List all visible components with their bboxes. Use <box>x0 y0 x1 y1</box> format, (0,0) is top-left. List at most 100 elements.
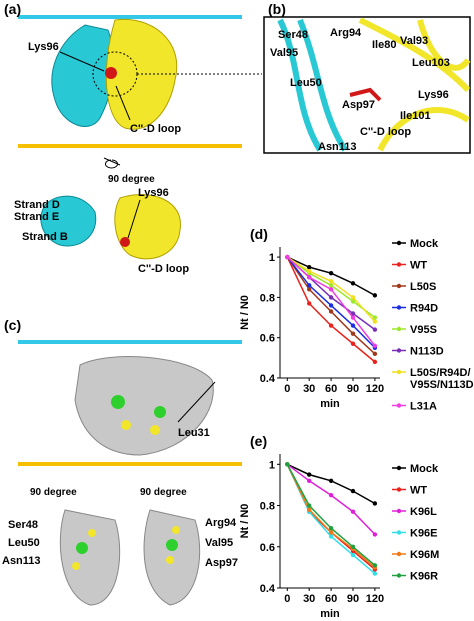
data-point <box>328 287 334 292</box>
rotation-label: 90 degree <box>30 487 77 498</box>
data-point <box>350 509 356 514</box>
y-tick-label: 0.6 <box>260 333 275 345</box>
panel-c: (c) Leu31 90 degree 90 degree Ser48 Leu5… <box>2 317 242 606</box>
legend-label: Mock <box>410 463 439 475</box>
x-tick-label: 30 <box>303 593 315 605</box>
residue-label: Ile80 <box>372 39 396 51</box>
data-point <box>306 275 312 280</box>
legend-marker <box>396 508 402 514</box>
surface-patch <box>121 420 131 430</box>
x-tick-label: 60 <box>325 593 337 605</box>
residue-label: Arg94 <box>330 27 362 39</box>
panel-label: (a) <box>4 1 21 17</box>
x-axis-label: min <box>320 398 340 410</box>
data-point <box>328 309 334 314</box>
legend-label: N113D <box>410 346 444 358</box>
legend-marker <box>396 283 402 289</box>
data-point <box>350 315 356 320</box>
series-line <box>286 463 376 535</box>
surface-patch <box>172 526 180 534</box>
legend-label: L31A <box>410 401 437 413</box>
data-point <box>350 281 356 286</box>
data-point <box>350 295 356 300</box>
data-point <box>372 319 378 324</box>
protein-yellow <box>114 194 181 260</box>
residue-label: Val93 <box>400 35 428 47</box>
panel-b: (b) Ser48 Arg94 Ile80 Val93 Val95 Leu103… <box>263 1 471 154</box>
legend-marker <box>396 551 402 557</box>
surface-patch <box>166 539 178 551</box>
legend-marker <box>396 348 402 353</box>
data-point <box>372 327 378 332</box>
legend-marker <box>396 530 402 535</box>
y-axis-label: Nt / N0 <box>239 504 251 539</box>
legend-marker <box>396 369 402 375</box>
data-point <box>306 283 312 288</box>
y-tick-label: 1 <box>269 459 275 471</box>
residue-label: Lys96 <box>28 41 59 53</box>
data-point <box>328 271 334 276</box>
residue-label: Lys96 <box>418 89 449 101</box>
x-tick-label: 0 <box>284 593 290 605</box>
data-point <box>285 254 290 260</box>
data-point <box>372 359 378 365</box>
data-point <box>350 331 356 336</box>
data-point <box>328 534 334 539</box>
residue-label: Asn113 <box>2 555 41 567</box>
loop-label: C''-D loop <box>130 123 181 135</box>
strand-label: Strand B <box>22 231 68 243</box>
x-tick-label: 90 <box>347 593 359 605</box>
data-point <box>306 301 312 306</box>
data-point <box>306 264 312 270</box>
x-tick-label: 120 <box>366 383 384 395</box>
data-point <box>350 552 356 558</box>
x-tick-label: 30 <box>303 383 315 395</box>
lys96-sphere <box>105 67 117 79</box>
residue-label: Leu50 <box>8 537 40 549</box>
residue-label: Val95 <box>205 537 233 549</box>
legend-label: K96E <box>410 528 438 540</box>
rotation-arrow <box>103 157 121 169</box>
series-line <box>286 463 376 505</box>
legend-label: V95S <box>410 324 437 336</box>
surface-patch <box>76 542 88 554</box>
surface-patch <box>166 556 174 564</box>
legend-marker <box>396 465 402 471</box>
legend-label: Mock <box>410 238 439 250</box>
residue-label: Arg94 <box>205 517 237 529</box>
data-point <box>372 315 378 320</box>
strand-label: Strand D <box>14 199 60 211</box>
data-point <box>328 283 334 288</box>
data-point <box>372 501 378 506</box>
data-point <box>372 532 378 537</box>
legend-label: L50S <box>410 281 436 293</box>
data-point <box>350 488 356 494</box>
panel-label: (c) <box>4 317 21 333</box>
panel-label: (b) <box>268 1 286 17</box>
x-tick-label: 60 <box>325 383 337 395</box>
data-point <box>306 287 312 292</box>
ribbon-cyan <box>277 18 348 152</box>
legend-marker <box>396 573 402 578</box>
legend-marker <box>396 403 402 408</box>
residue-label: Asp97 <box>205 557 238 569</box>
legend-marker <box>396 326 402 332</box>
loop-label: C''-D loop <box>360 126 411 138</box>
legend-label: WT <box>410 260 427 272</box>
legend-label: K96M <box>410 549 439 561</box>
data-point <box>350 544 356 549</box>
pointer <box>59 51 105 72</box>
protein-cyan <box>40 195 97 247</box>
residue-label: Leu50 <box>290 77 322 89</box>
panel-label: (e) <box>250 433 267 449</box>
data-point <box>350 311 356 316</box>
data-point <box>328 295 334 300</box>
legend-label: K96L <box>410 506 437 518</box>
data-point <box>328 526 334 531</box>
residue-label: Asn113 <box>318 141 357 153</box>
data-point <box>372 293 378 298</box>
data-point <box>372 351 378 357</box>
y-tick-label: 0.6 <box>260 542 275 554</box>
